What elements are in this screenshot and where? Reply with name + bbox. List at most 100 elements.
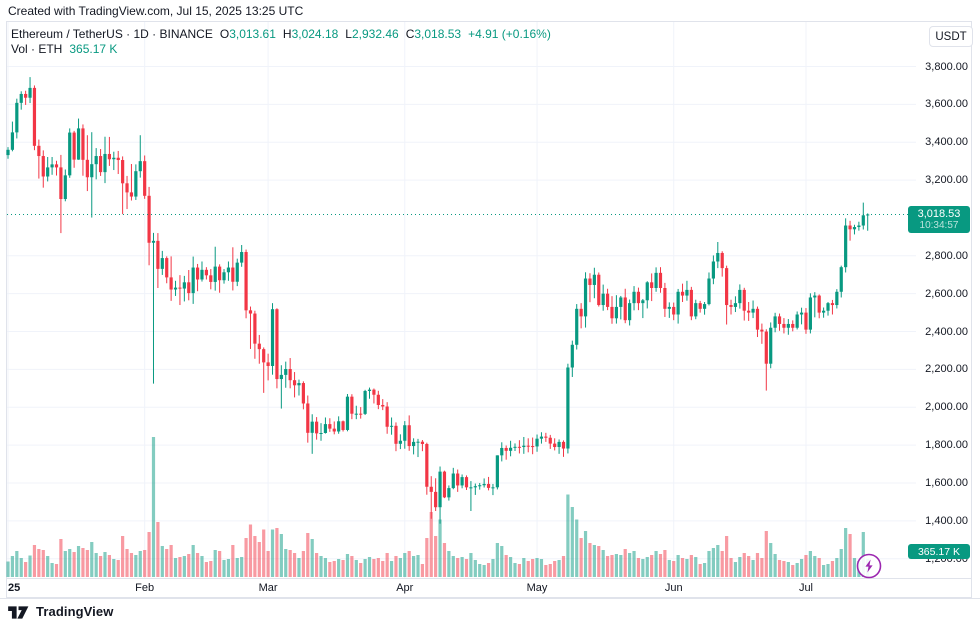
candle-body (504, 447, 508, 451)
price-axis[interactable]: 3,800.00 3,600.00 3,400.00 3,200.00 2,800.00… (908, 22, 980, 578)
candle-body (279, 374, 283, 380)
volume-bar (310, 539, 314, 577)
candle-body (698, 303, 702, 309)
volume-bar (191, 545, 195, 577)
volume-bar (605, 556, 610, 577)
candle-body (143, 161, 147, 196)
candle-body (297, 383, 301, 386)
candle-body (764, 331, 768, 364)
volume-bar (50, 563, 54, 577)
candle-body (813, 295, 817, 298)
volume-bar (610, 555, 614, 577)
candle-body (478, 485, 482, 487)
currency-toggle-button[interactable]: USDT (929, 26, 973, 47)
volume-bar (830, 561, 835, 577)
candle-body (235, 262, 239, 282)
volume-bar (301, 551, 305, 577)
candle-body (341, 421, 345, 430)
volume-bar (473, 560, 477, 577)
candle-body (491, 487, 495, 489)
volume-bar (425, 538, 429, 577)
volume-bar (517, 564, 522, 577)
time-axis-label: May (526, 582, 548, 594)
volume-bar (72, 552, 76, 577)
last-price-value: 3,018.53 (917, 207, 961, 220)
volume-bar (138, 551, 142, 577)
candle-body (583, 278, 588, 317)
candle-body (301, 383, 305, 404)
candle-body (407, 425, 411, 447)
candle-body (733, 303, 738, 307)
volume-bar (742, 553, 746, 577)
candle-body (103, 153, 107, 173)
price-axis-label: 1,400.00 (925, 514, 968, 527)
candle-body (244, 252, 248, 311)
candle-body (319, 433, 323, 434)
price-axis-label: 2,800.00 (925, 249, 968, 262)
volume-bar (81, 548, 85, 577)
candle-body (385, 406, 389, 427)
candle-body (592, 274, 596, 285)
price-axis-label: 3,400.00 (925, 136, 968, 149)
volume-bar (583, 531, 588, 577)
volume-bar (623, 549, 627, 577)
candle-body (777, 316, 782, 324)
volume-bar (389, 561, 394, 577)
price-axis-label: 1,600.00 (925, 476, 968, 489)
volume-bar (248, 524, 253, 577)
candle-body (654, 272, 658, 288)
candle-body (508, 447, 513, 451)
candle-body (253, 313, 257, 344)
volume-bar (531, 559, 535, 577)
candle-body (738, 289, 742, 304)
volume-bar (173, 558, 178, 577)
volume-bar (306, 533, 310, 577)
volume-bar (663, 550, 667, 577)
volume-bar (500, 546, 504, 577)
candle-body (367, 389, 372, 391)
volume-bar (658, 554, 663, 577)
candle-body (85, 159, 89, 178)
candle-body (151, 240, 156, 243)
volume-bar (557, 560, 561, 577)
volume-bar (90, 542, 94, 577)
volume-bar (751, 560, 755, 577)
candle-body (160, 258, 164, 269)
volume-bar (204, 562, 208, 577)
candle-body (19, 93, 23, 103)
candle-body (632, 291, 636, 304)
candle-body (451, 473, 455, 489)
candle-body (50, 164, 54, 168)
volume-bar (747, 556, 751, 577)
candle-body (187, 282, 191, 294)
tradingview-logo[interactable]: TradingView (8, 604, 113, 620)
candle-body (420, 441, 425, 444)
volume-bar (288, 550, 292, 577)
candle-body (795, 314, 799, 328)
candle-body (129, 192, 134, 197)
volume-bar (275, 528, 279, 577)
volume-bar (59, 539, 63, 577)
candle-body (636, 291, 641, 304)
volume-bar (169, 545, 173, 577)
candle-body (782, 323, 786, 328)
flash-icon[interactable] (856, 553, 882, 579)
price-axis-label: 3,800.00 (925, 60, 968, 73)
volume-bar (482, 565, 486, 577)
time-axis[interactable]: 25 Feb Mar Apr May Jun Jul (6, 579, 972, 598)
legend-symbol-row: Ethereum / TetherUS · 1D · BINANCE O3,01… (11, 27, 551, 42)
volume-bar (46, 556, 50, 577)
volume-bar (689, 555, 693, 577)
candle-body (37, 145, 41, 157)
volume-bar (491, 559, 495, 577)
volume-bar (822, 565, 826, 577)
candle-body (579, 308, 583, 317)
volume-bar (738, 557, 742, 577)
candle-body (672, 306, 676, 315)
candle-body (81, 128, 85, 160)
volume-bar (129, 553, 134, 577)
candle-body (702, 304, 707, 309)
candle-body (755, 308, 760, 330)
candle-body (363, 390, 367, 414)
